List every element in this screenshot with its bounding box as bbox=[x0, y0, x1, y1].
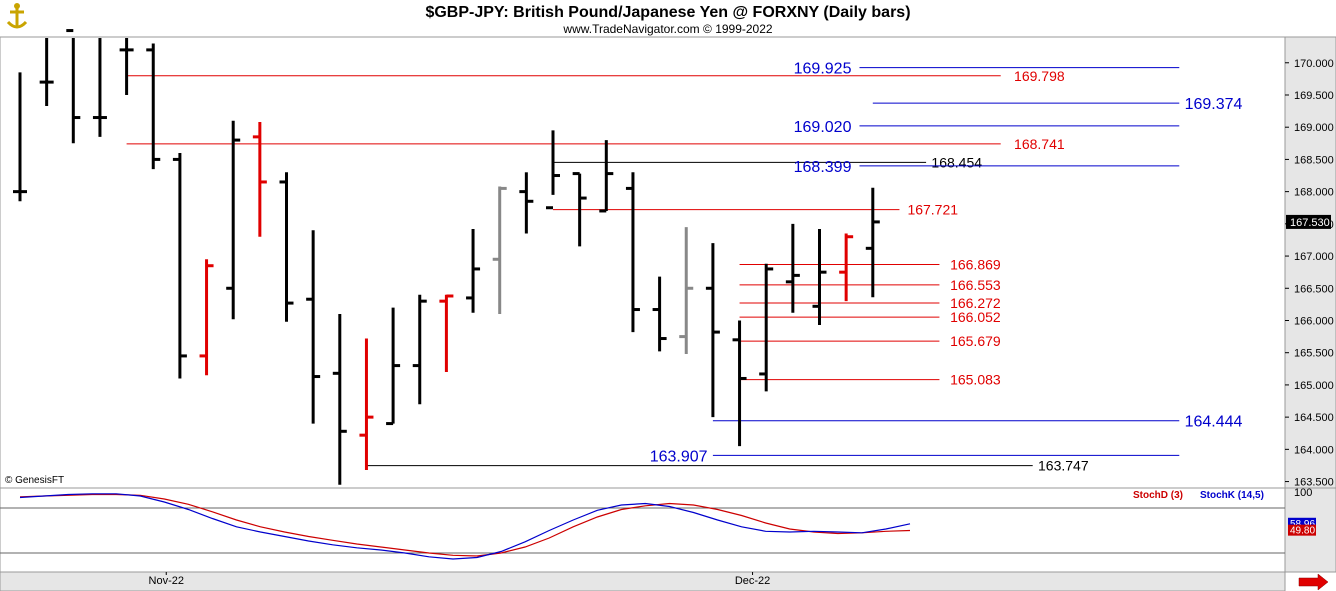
ohlc-bar bbox=[39, 38, 54, 106]
stochd-line bbox=[19, 493, 911, 557]
level-label-165.679: 165.679 bbox=[950, 333, 1001, 349]
stochd-value-tag: 49.80 bbox=[1288, 524, 1316, 537]
level-label-169.020: 169.020 bbox=[794, 119, 852, 136]
ohlc-bar bbox=[252, 122, 267, 237]
ohlc-bar bbox=[172, 152, 187, 379]
ohlc-bar bbox=[279, 172, 294, 322]
ohlc-bar bbox=[519, 172, 534, 234]
chart-title: $GBP-JPY: British Pound/Japanese Yen @ F… bbox=[425, 4, 910, 21]
ohlc-bar bbox=[599, 140, 614, 213]
time-axis-labels: Nov-22 Dec-22 bbox=[149, 572, 770, 587]
price-tick-label: 170.000 bbox=[1294, 58, 1334, 70]
price-tick-label: 164.500 bbox=[1294, 412, 1334, 424]
ohlc-bar bbox=[119, 38, 134, 95]
price-tick-label: 164.000 bbox=[1294, 444, 1334, 456]
level-label-166.052: 166.052 bbox=[950, 309, 1001, 325]
ohlc-bar bbox=[572, 172, 587, 247]
stochk-line bbox=[19, 493, 911, 560]
ohlc-bar bbox=[386, 307, 401, 426]
stochk-value-tag: 58.96 bbox=[1288, 517, 1316, 530]
price-tick-label: 168.500 bbox=[1294, 154, 1334, 166]
ohlc-bar bbox=[705, 243, 720, 418]
level-label-168.454: 168.454 bbox=[931, 154, 982, 170]
stoch-tick-100: 100 bbox=[1294, 487, 1312, 499]
last-price-value: 167.530 bbox=[1290, 217, 1330, 229]
logo-icon bbox=[2, 3, 32, 32]
price-axis[interactable] bbox=[1284, 36, 1336, 489]
stochk-value: 58.96 bbox=[1290, 519, 1315, 530]
ohlc-bar bbox=[359, 338, 374, 470]
ohlc-bar bbox=[412, 294, 427, 405]
price-tick-label: 169.000 bbox=[1294, 122, 1334, 134]
level-label-166.272: 166.272 bbox=[950, 295, 1001, 311]
ohlc-bar bbox=[146, 43, 161, 170]
level-label-163.747: 163.747 bbox=[1038, 458, 1089, 474]
price-tick-label: 165.500 bbox=[1294, 348, 1334, 360]
ohlc-bar bbox=[306, 230, 321, 424]
ohlc-bar bbox=[466, 228, 481, 313]
level-label-168.741: 168.741 bbox=[1014, 136, 1065, 152]
ohlc-bar bbox=[332, 314, 347, 485]
ohlc-bar bbox=[812, 228, 827, 325]
level-label-167.721: 167.721 bbox=[907, 202, 958, 218]
level-label-166.869: 166.869 bbox=[950, 256, 1001, 272]
price-tick-label: 169.500 bbox=[1294, 90, 1334, 102]
ohlc-bars bbox=[13, 29, 880, 485]
ohlc-bar bbox=[625, 172, 640, 333]
ohlc-bar bbox=[226, 120, 241, 320]
ohlc-bar bbox=[679, 227, 694, 354]
time-label: Dec-22 bbox=[735, 575, 770, 587]
ohlc-bar bbox=[13, 72, 27, 202]
price-tick-label: 163.500 bbox=[1294, 477, 1334, 489]
scroll-right-arrow-icon[interactable] bbox=[1298, 573, 1329, 591]
level-label-169.798: 169.798 bbox=[1014, 68, 1065, 84]
price-tick-label: 168.000 bbox=[1294, 187, 1334, 199]
price-tick-label: 166.500 bbox=[1294, 283, 1334, 295]
price-tick-label: 166.000 bbox=[1294, 315, 1334, 327]
chart-subtitle: www.TradeNavigator.com © 1999-2022 bbox=[562, 22, 772, 36]
time-axis[interactable] bbox=[0, 571, 1286, 591]
level-label-163.907: 163.907 bbox=[650, 448, 708, 465]
price-tick-label: 165.000 bbox=[1294, 380, 1334, 392]
level-label-169.925: 169.925 bbox=[794, 61, 852, 78]
ohlc-bar bbox=[66, 29, 81, 144]
stochd-legend: StochD (3) bbox=[1133, 490, 1183, 501]
price-panel bbox=[0, 36, 1286, 489]
ohlc-bar bbox=[759, 263, 774, 392]
ohlc-bar bbox=[92, 38, 107, 137]
level-label-168.399: 168.399 bbox=[794, 159, 852, 176]
ohlc-bar bbox=[439, 294, 454, 373]
level-label-166.553: 166.553 bbox=[950, 277, 1001, 293]
stochd-value: 49.80 bbox=[1290, 526, 1315, 537]
ohlc-bar bbox=[785, 223, 800, 313]
level-label-164.444: 164.444 bbox=[1185, 414, 1243, 431]
ohlc-bar bbox=[652, 276, 667, 352]
stochastic-panel bbox=[0, 487, 1286, 573]
time-label: Nov-22 bbox=[149, 575, 184, 587]
last-price-tag: 167.530 bbox=[1286, 214, 1331, 229]
stochk-legend: StochK (14,5) bbox=[1200, 490, 1264, 501]
ohlc-bar bbox=[199, 259, 214, 376]
level-lines: 169.925 169.798 169.374 169.020 168.741 168.4… bbox=[126, 61, 1243, 474]
watermark: © GenesisFT bbox=[5, 475, 64, 486]
ohlc-bar bbox=[732, 320, 747, 447]
price-tick-label: 167.000 bbox=[1294, 251, 1334, 263]
level-label-169.374: 169.374 bbox=[1185, 96, 1243, 113]
ohlc-bar bbox=[492, 186, 507, 315]
ohlc-bar bbox=[865, 187, 880, 298]
ohlc-bar bbox=[546, 130, 560, 210]
level-label-165.083: 165.083 bbox=[950, 372, 1001, 388]
ohlc-bar bbox=[839, 233, 854, 302]
